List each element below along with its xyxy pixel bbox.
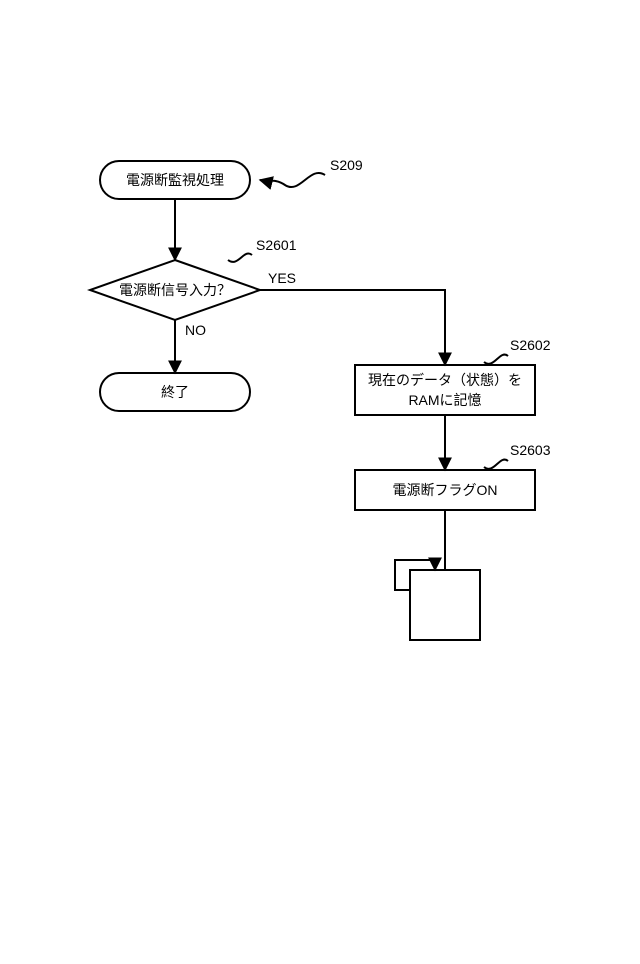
step-label-s2601: S2601 xyxy=(228,237,297,262)
proc1-label-line1: 現在のデータ（状態）を xyxy=(368,372,522,388)
proc2-node: 電源断フラグON xyxy=(355,470,535,510)
flowchart-canvas: 電源断監視処理 S209 電源断信号入力？ S2601 YES NO 終了 S2… xyxy=(0,0,640,964)
svg-text:S2601: S2601 xyxy=(256,237,297,253)
start-label: 電源断監視処理 xyxy=(126,172,224,188)
start-node: 電源断監視処理 xyxy=(100,161,250,199)
proc1-node: 現在のデータ（状態）を RAMに記憶 xyxy=(355,365,535,415)
terminate-node: 終了 xyxy=(100,373,250,411)
proc1-label-line2: RAMに記憶 xyxy=(408,392,481,408)
step-label-s2602: S2602 xyxy=(484,337,551,364)
yes-label: YES xyxy=(268,270,296,286)
svg-text:S209: S209 xyxy=(330,157,363,173)
step-label-s209: S209 xyxy=(260,157,363,187)
svg-text:S2603: S2603 xyxy=(510,442,551,458)
decision-label: 電源断信号入力？ xyxy=(119,282,231,298)
edge-decision-proc1 xyxy=(260,290,445,365)
proc2-label: 電源断フラグON xyxy=(393,482,498,498)
terminate-label: 終了 xyxy=(161,384,189,400)
loop-node xyxy=(395,555,480,640)
step-label-s2603: S2603 xyxy=(484,442,551,469)
svg-text:S2602: S2602 xyxy=(510,337,551,353)
decision-node: 電源断信号入力？ xyxy=(90,260,260,320)
no-label: NO xyxy=(185,322,206,338)
